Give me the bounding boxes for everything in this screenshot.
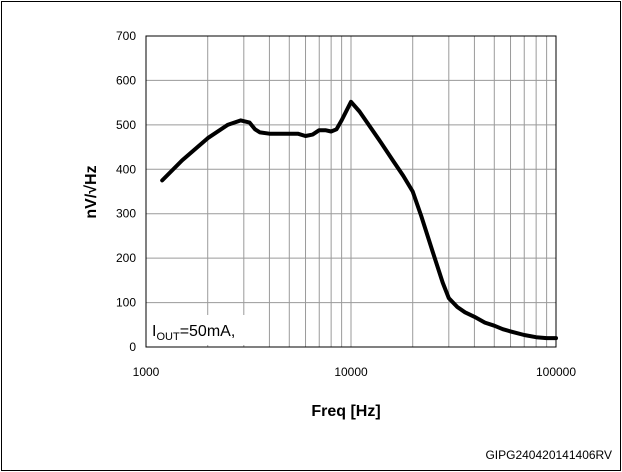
annotation-subscript: OUT [156,331,180,343]
x-axis-label: Freq [Hz] [311,403,380,420]
x-tick-label: 10000 [334,365,368,379]
noise-density-line [160,99,558,341]
plot-area [145,35,557,348]
y-tick-label: 300 [116,207,136,221]
y-tick-label: 500 [116,118,136,132]
document-code: GIPG240420141406RV [485,448,612,462]
x-tick-label: 100000 [536,365,576,379]
x-tick-labels: 1000 10000 100000 [133,365,577,379]
x-tick-label: 1000 [133,365,160,379]
y-tick-label: 400 [116,162,136,176]
y-tick-label: 200 [116,251,136,265]
y-tick-label: 100 [116,296,136,310]
y-tick-labels: 0 100 200 300 400 500 600 700 [116,29,136,354]
annotation-rest: =50mA, [180,323,236,340]
y-tick-label: 0 [129,340,136,354]
y-tick-label: 600 [116,73,136,87]
current-annotation: IOUT=50mA, [152,323,235,343]
y-axis-label: nV/√Hz [83,165,100,218]
annotation-main: I [152,323,156,340]
y-tick-label: 700 [116,29,136,43]
annotation-backdrop [150,315,268,345]
grid [146,36,556,347]
